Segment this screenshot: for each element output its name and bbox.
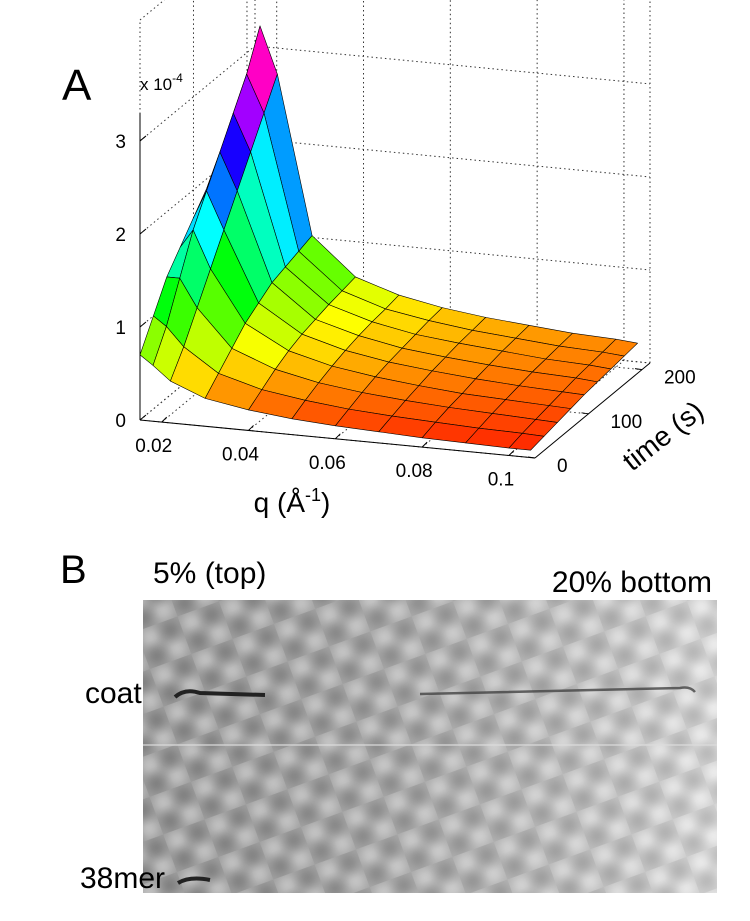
z-tick-label: 0 xyxy=(115,411,126,432)
lane-label: 20% bottom xyxy=(552,566,712,599)
band-label: 38mer xyxy=(80,862,165,895)
x-tick xyxy=(248,425,254,431)
x-label-sup: -1 xyxy=(305,485,321,505)
grid-line xyxy=(254,45,651,85)
panel-label: A xyxy=(62,61,92,110)
y-axis-label: time (s) xyxy=(617,395,710,477)
x-tick-label: 0.06 xyxy=(309,453,346,474)
x-axis-label: q (Å-1) xyxy=(254,485,331,518)
y-tick-label: 0 xyxy=(557,456,568,477)
y-tick xyxy=(581,412,589,415)
z-tick xyxy=(139,321,147,328)
x-tick-label: 0.1 xyxy=(488,469,514,490)
z-exponent-power: -4 xyxy=(172,71,183,85)
grid-line xyxy=(254,231,651,271)
gel-band xyxy=(173,689,266,699)
x-tick-label: 0.04 xyxy=(222,444,259,465)
surface-patch xyxy=(508,432,545,451)
z-tick-label: 3 xyxy=(115,132,126,153)
x-tick xyxy=(508,450,515,456)
x-tick xyxy=(334,433,341,440)
gel-band xyxy=(419,686,696,696)
z-tick xyxy=(139,228,147,235)
z-exponent-base: x 10 xyxy=(140,75,172,94)
surface-plot: 0 1 2 3 0.02 0.04 0.06 0.08 0.1 0 100 200 xyxy=(115,0,696,490)
z-tick xyxy=(139,135,147,142)
x-tick-label: 0.02 xyxy=(135,436,172,457)
grid-line xyxy=(254,138,651,178)
gel-panel: B 5% (top) 20% bottom coat 38mer xyxy=(60,548,717,895)
y-tick-label: 100 xyxy=(610,412,642,433)
y-axis xyxy=(534,362,651,459)
x-label-text: q (Å xyxy=(254,487,306,518)
x-tick xyxy=(421,441,428,448)
x-tick xyxy=(161,416,168,423)
y-tick xyxy=(527,456,536,459)
z-tick-label: 1 xyxy=(115,318,126,339)
box-edge xyxy=(139,0,165,21)
lane-label: 5% (top) xyxy=(153,557,266,590)
y-tick xyxy=(634,368,643,371)
z-tick-label: 2 xyxy=(115,225,126,246)
z-tick xyxy=(139,414,147,421)
gel-shading xyxy=(143,600,717,893)
x-axis xyxy=(139,419,536,459)
band-label: coat xyxy=(85,677,142,710)
x-tick-label: 0.08 xyxy=(396,461,433,482)
panel-label: B xyxy=(60,548,87,592)
z-exponent: x 10-4 xyxy=(140,71,183,94)
x-label-end: ) xyxy=(321,487,330,518)
y-tick-label: 200 xyxy=(664,368,696,389)
gel-band xyxy=(176,876,211,885)
